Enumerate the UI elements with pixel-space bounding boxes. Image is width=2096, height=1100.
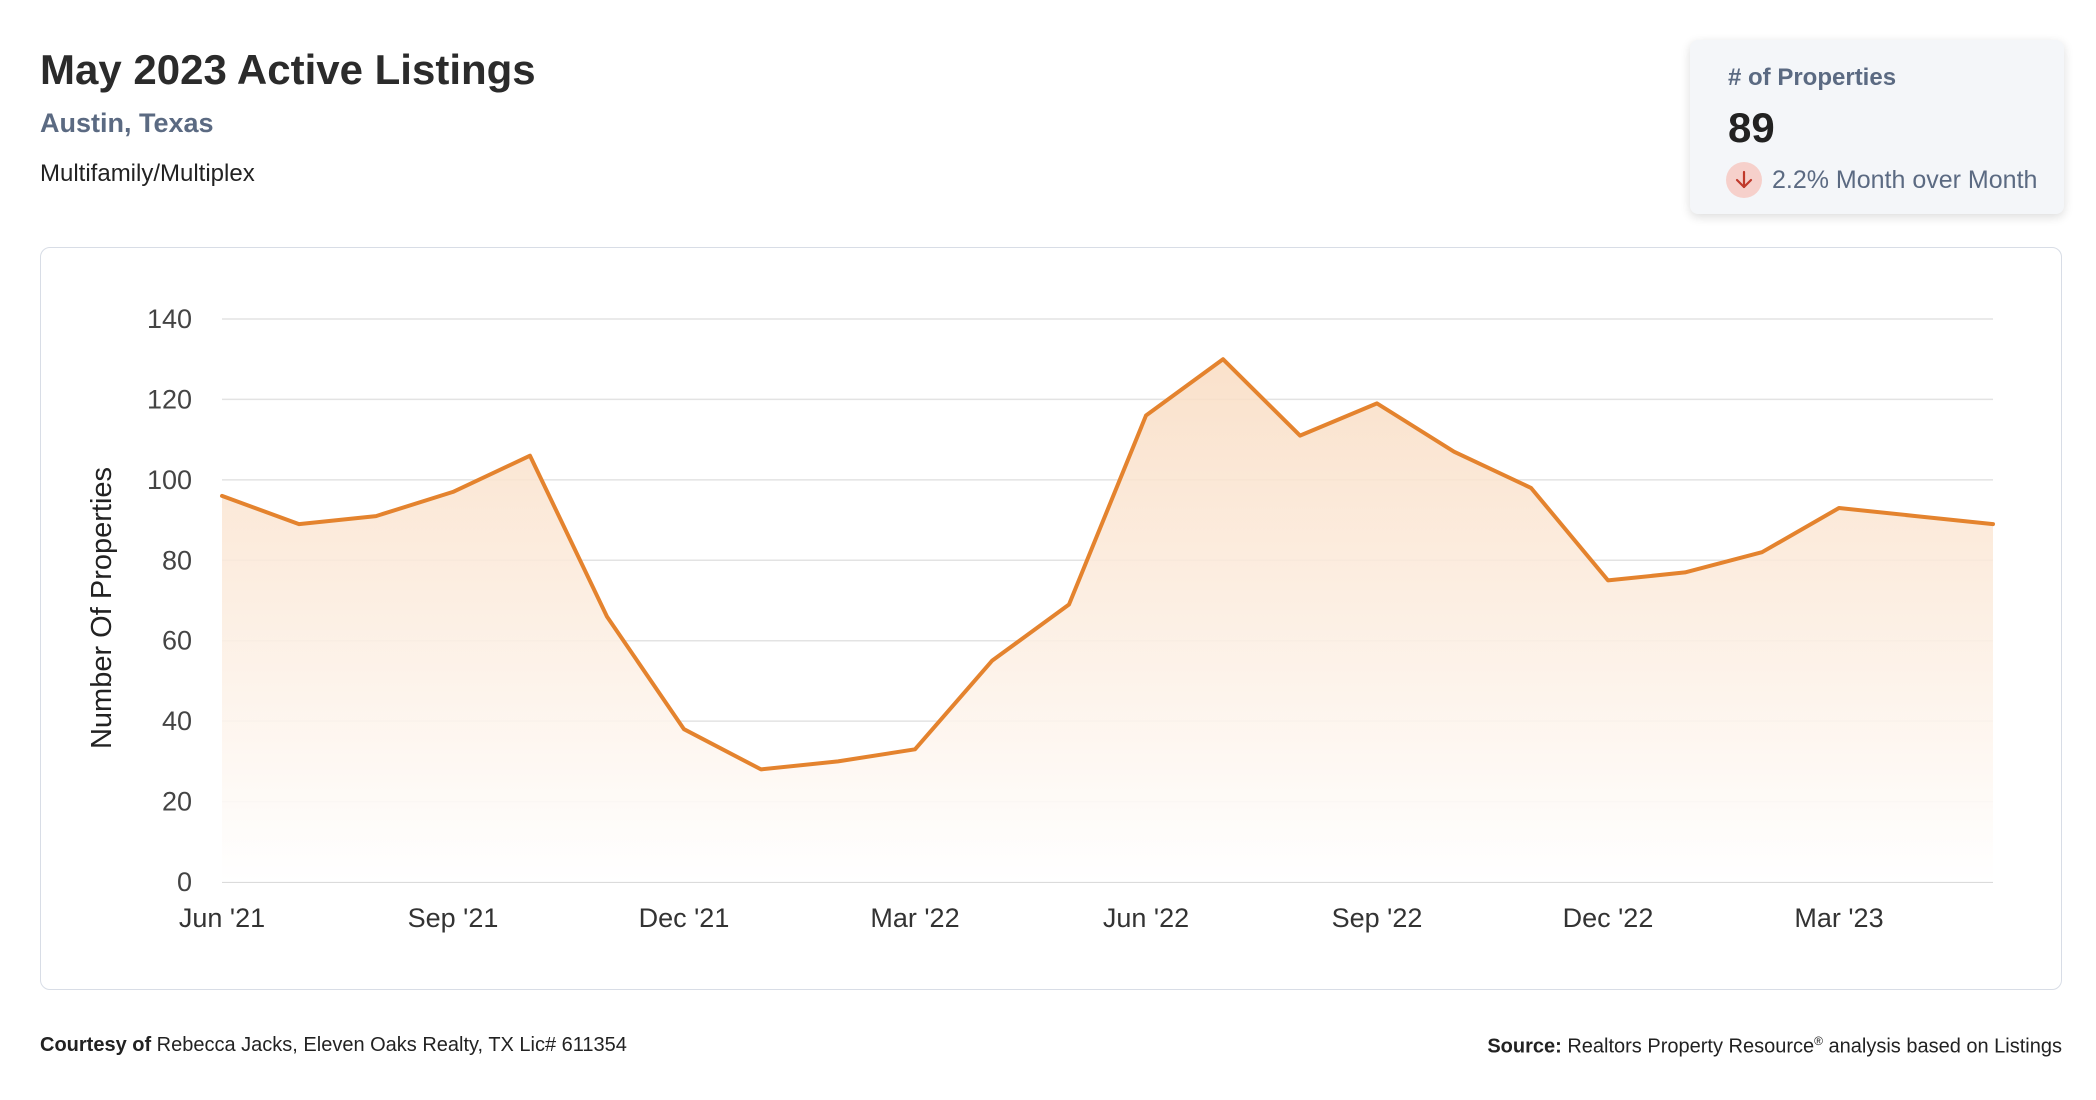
y-tick-label: 20 [162,787,192,817]
data-point-21[interactable] [1837,506,1841,510]
stat-card: # of Properties 89 2.2% Month over Month [1690,40,2064,214]
y-tick-label: 40 [162,706,192,736]
stat-change: 2.2% Month over Month [1726,162,2037,198]
x-tick-label: Jun '21 [179,903,265,933]
source-label: Source: [1487,1035,1562,1058]
courtesy-text: Rebecca Jacks, Eleven Oaks Realty, TX Li… [151,1034,627,1056]
series-line [220,357,1995,772]
data-point-13[interactable] [1221,357,1225,361]
series-area [222,359,1993,882]
y-axis-label: Number Of Properties [86,467,118,749]
stat-label: # of Properties [1728,64,1897,91]
data-point-15[interactable] [1375,401,1379,405]
page-title: May 2023 Active Listings [40,46,536,93]
courtesy-footer: Courtesy of Rebecca Jacks, Eleven Oaks R… [40,1034,627,1057]
data-point-22[interactable] [1914,514,1918,518]
data-point-18[interactable] [1606,578,1610,582]
data-point-7[interactable] [759,767,763,771]
x-tick-label: Mar '23 [1794,903,1883,933]
line-area-chart: 0 20 40 60 80 100 120 140 Jun '21 Sep '21 Dec '21… [86,304,1995,933]
y-tick-label: 140 [147,304,192,334]
data-point-23[interactable] [1991,522,1995,526]
property-type-label: Multifamily/Multiplex [40,160,255,187]
y-tick-label: 60 [162,626,192,656]
y-tick-label: 80 [162,545,192,575]
source-text: Realtors Property Resource [1561,1035,1815,1058]
x-tick-label: Sep '21 [408,903,499,933]
data-point-14[interactable] [1298,434,1302,438]
data-point-8[interactable] [836,759,840,763]
data-point-17[interactable] [1529,486,1533,490]
source-text-2: analysis based on Listings [1822,1035,2063,1058]
location-subtitle: Austin, Texas [40,108,214,138]
data-point-9[interactable] [913,747,917,751]
courtesy-label: Courtesy of [40,1034,152,1056]
x-tick-label: Dec '21 [639,903,730,933]
source-footer: Source: Realtors Property Resource® anal… [1487,1034,2062,1059]
data-point-12[interactable] [1144,414,1148,418]
x-tick-label: Sep '22 [1332,903,1423,933]
data-point-1[interactable] [297,522,301,526]
y-tick-label: 0 [177,867,192,897]
data-point-0[interactable] [220,494,224,498]
arrow-down-icon [1726,162,1762,198]
y-tick-label: 100 [147,465,192,495]
registered-mark: ® [1814,1034,1823,1048]
data-point-11[interactable] [1067,603,1071,607]
data-point-6[interactable] [682,727,686,731]
data-point-19[interactable] [1683,570,1687,574]
data-point-4[interactable] [528,454,532,458]
data-point-20[interactable] [1760,550,1764,554]
data-point-3[interactable] [451,490,455,494]
data-point-10[interactable] [990,659,994,663]
y-tick-label: 120 [147,384,192,414]
x-tick-label: Mar '22 [870,903,959,933]
data-point-2[interactable] [374,514,378,518]
x-tick-label: Jun '22 [1103,903,1189,933]
stat-value: 89 [1728,104,1775,151]
data-point-16[interactable] [1452,450,1456,454]
chart-container: 0 20 40 60 80 100 120 140 Jun '21 Sep '21 Dec '21… [40,247,2062,990]
data-point-5[interactable] [605,615,609,619]
stat-change-text: 2.2% Month over Month [1772,165,2038,194]
x-tick-label: Dec '22 [1563,903,1654,933]
